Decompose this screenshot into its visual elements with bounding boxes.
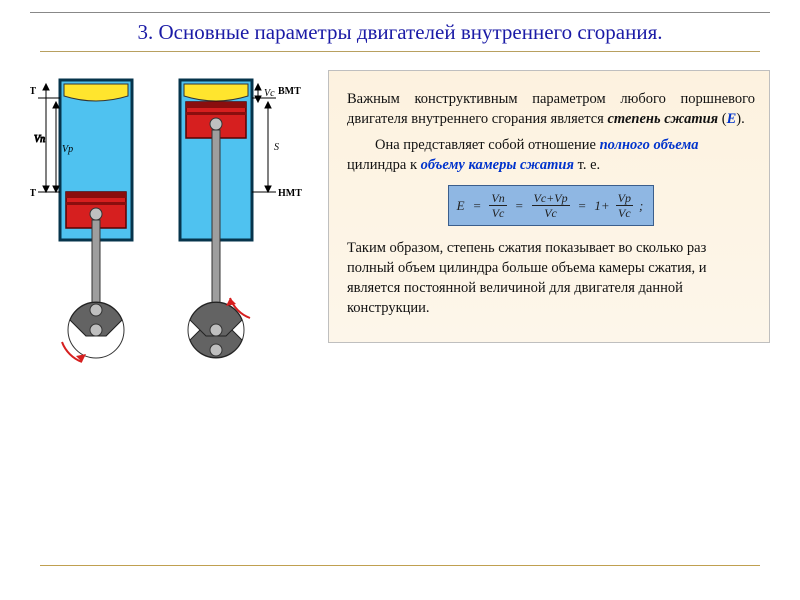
content-row: Vп Vp ВМТ НМТ bbox=[30, 70, 770, 415]
frac-1: Vп Vc bbox=[489, 192, 506, 219]
p1-e: ). bbox=[736, 111, 744, 127]
label-vn: Vп bbox=[34, 134, 45, 145]
p2-c: цилиндра к bbox=[347, 157, 421, 173]
label-s: S bbox=[274, 142, 279, 153]
bottom-rule bbox=[40, 565, 760, 566]
label-vc: Vc bbox=[264, 88, 275, 99]
label-tdc-l: ВМТ bbox=[30, 86, 36, 97]
f1d: Vc bbox=[492, 206, 505, 219]
rhs-a: 1+ bbox=[594, 197, 609, 215]
formula-block: E = Vп Vc = Vc+Vp Vc = bbox=[347, 185, 755, 226]
f3n: Vp bbox=[616, 192, 633, 206]
text-box: Важным конструктивным параметром любого … bbox=[328, 70, 770, 343]
p1-e-symbol: Е bbox=[727, 111, 737, 127]
label-tdc-r: ВМТ bbox=[278, 86, 301, 97]
label-bdc-l: НМТ bbox=[30, 188, 36, 199]
p2-term1: полного объема bbox=[600, 137, 699, 153]
piston-diagram: Vп Vp ВМТ НМТ bbox=[30, 70, 310, 415]
f2d: Vc bbox=[544, 206, 557, 219]
f1n: Vп bbox=[489, 192, 506, 206]
p2-term2: объему камеры сжатия bbox=[421, 157, 574, 173]
label-bdc-r: НМТ bbox=[278, 188, 302, 199]
slide: 3. Основные параметры двигателей внутрен… bbox=[0, 0, 800, 600]
frac-2: Vc+Vp Vc bbox=[532, 192, 570, 219]
slide-title: 3. Основные параметры двигателей внутрен… bbox=[30, 17, 770, 51]
p1-c: ( bbox=[718, 111, 726, 127]
frac-3: Vp Vc bbox=[616, 192, 633, 219]
top-rule bbox=[30, 12, 770, 13]
eq2: = bbox=[513, 197, 526, 215]
paragraph-2: Она представляет собой отношение полного… bbox=[347, 135, 755, 175]
svg-text:Vp: Vp bbox=[62, 144, 73, 155]
f2n: Vc+Vp bbox=[532, 192, 570, 206]
formula-lhs: E bbox=[457, 197, 465, 215]
eq3: = bbox=[576, 197, 589, 215]
eq1: = bbox=[471, 197, 484, 215]
f3d: Vc bbox=[618, 206, 631, 219]
paragraph-3: Таким образом, степень сжатия показывает… bbox=[347, 238, 755, 318]
formula: E = Vп Vc = Vc+Vp Vc = bbox=[448, 185, 655, 226]
p1-term: степень сжатия bbox=[607, 111, 718, 127]
text-column: Важным конструктивным параметром любого … bbox=[328, 70, 770, 415]
formula-tail: ; bbox=[639, 197, 643, 215]
paragraph-1: Важным конструктивным параметром любого … bbox=[347, 89, 755, 129]
title-underline bbox=[40, 51, 760, 52]
piston-svg: Vп Vp ВМТ НМТ bbox=[30, 70, 310, 410]
p2-e: т. е. bbox=[574, 157, 600, 173]
p2-a: Она представляет собой отношение bbox=[375, 137, 600, 153]
